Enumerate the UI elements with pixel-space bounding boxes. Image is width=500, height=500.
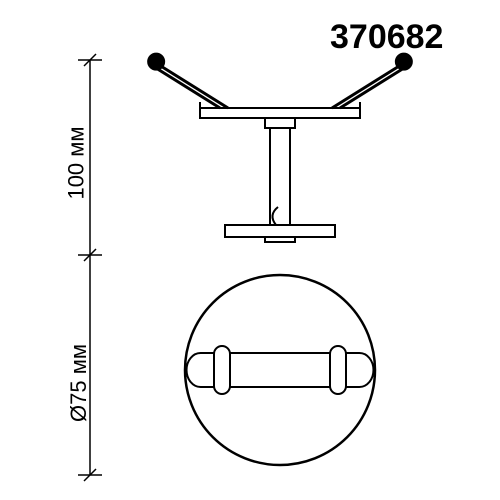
height-dimension-label: 100 мм [64, 126, 90, 199]
diameter-dimension-label: Ø75 мм [66, 344, 92, 422]
technical-drawing [0, 0, 500, 500]
product-code: 370682 [330, 18, 443, 57]
